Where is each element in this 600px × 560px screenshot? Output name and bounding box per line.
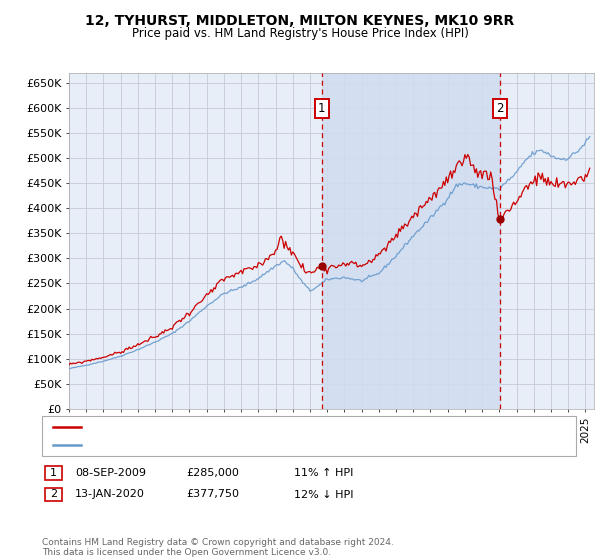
Text: £377,750: £377,750 xyxy=(186,489,239,500)
Text: 11% ↑ HPI: 11% ↑ HPI xyxy=(294,468,353,478)
Text: 12, TYHURST, MIDDLETON, MILTON KEYNES, MK10 9RR (detached house): 12, TYHURST, MIDDLETON, MILTON KEYNES, M… xyxy=(85,422,465,432)
Text: Price paid vs. HM Land Registry's House Price Index (HPI): Price paid vs. HM Land Registry's House … xyxy=(131,27,469,40)
Text: HPI: Average price, detached house, Milton Keynes: HPI: Average price, detached house, Milt… xyxy=(85,440,350,450)
Text: Contains HM Land Registry data © Crown copyright and database right 2024.
This d: Contains HM Land Registry data © Crown c… xyxy=(42,538,394,557)
Text: 1: 1 xyxy=(318,101,326,115)
Text: £285,000: £285,000 xyxy=(186,468,239,478)
Text: 2: 2 xyxy=(50,489,57,500)
Text: 1: 1 xyxy=(50,468,57,478)
Bar xyxy=(322,73,500,409)
Text: 12, TYHURST, MIDDLETON, MILTON KEYNES, MK10 9RR: 12, TYHURST, MIDDLETON, MILTON KEYNES, M… xyxy=(85,14,515,28)
Text: 2: 2 xyxy=(496,101,504,115)
Text: 12% ↓ HPI: 12% ↓ HPI xyxy=(294,489,353,500)
Text: 08-SEP-2009: 08-SEP-2009 xyxy=(75,468,146,478)
Text: 13-JAN-2020: 13-JAN-2020 xyxy=(75,489,145,500)
